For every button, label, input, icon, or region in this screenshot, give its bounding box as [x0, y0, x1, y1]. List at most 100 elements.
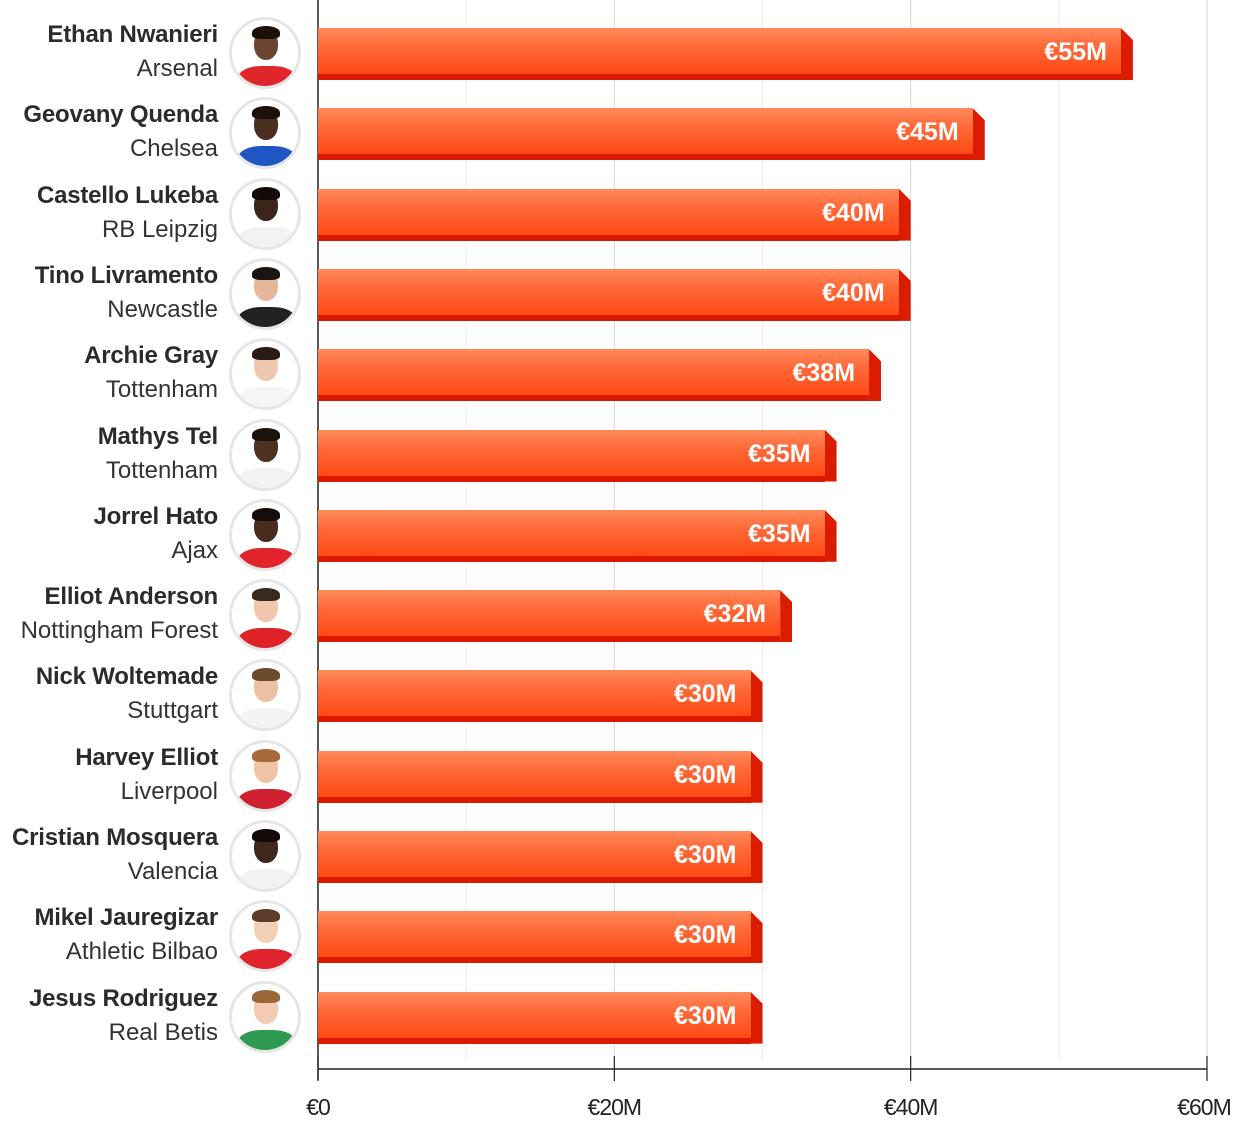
club-name: Tottenham	[105, 456, 218, 484]
avatar-hair	[252, 829, 280, 842]
bar-face	[318, 911, 751, 964]
avatar-hair	[252, 106, 280, 120]
avatar-hair	[252, 588, 280, 602]
avatar-hair	[252, 186, 280, 200]
x-tick-label: €60M	[1177, 1094, 1232, 1120]
avatar-shirt	[238, 547, 296, 568]
bar: €30M	[318, 831, 763, 883]
player-avatar	[229, 820, 301, 892]
bar: €35M	[318, 509, 837, 562]
bar-value-label: €45M	[896, 118, 959, 147]
bar: €45M	[318, 108, 985, 161]
bar-3d-side	[780, 590, 793, 643]
player-name: Elliot Anderson	[44, 583, 219, 611]
bar: €30M	[318, 670, 763, 723]
avatar-shirt	[238, 387, 296, 408]
player-name: Cristian Mosquera	[12, 824, 218, 851]
club-name: Chelsea	[129, 135, 218, 163]
avatar-shirt	[238, 628, 296, 649]
bar-value-label: €30M	[673, 1001, 737, 1030]
bar-value-label: €30M	[673, 680, 737, 709]
bar: €40M	[318, 188, 911, 241]
club-name: Ajax	[171, 536, 218, 564]
player-avatar	[229, 97, 301, 170]
avatar-shirt	[238, 66, 296, 86]
bar-face	[318, 349, 870, 402]
bar-value-label: €35M	[748, 519, 811, 548]
player-avatar	[229, 257, 301, 330]
bar-3d-side	[750, 911, 763, 964]
avatar-hair	[252, 989, 280, 1003]
bar-value-label: €30M	[673, 760, 737, 789]
avatar-shirt	[238, 708, 296, 729]
x-tick-label: €40M	[883, 1094, 939, 1120]
club-name: Athletic Bilbao	[65, 938, 218, 966]
player-name: Harvey Elliot	[75, 743, 218, 771]
bar-face	[318, 28, 1121, 80]
bar-face	[318, 991, 751, 1044]
bar-face	[318, 509, 825, 562]
bar-value-label: €40M	[822, 278, 885, 307]
player-avatar	[229, 418, 301, 491]
bar: €30M	[318, 991, 763, 1044]
player-avatar	[229, 17, 301, 89]
bar-face	[318, 429, 825, 482]
player-name: Mathys Tel	[97, 422, 218, 450]
club-name: Newcastle	[107, 295, 218, 323]
bar-3d-side	[750, 750, 763, 803]
bar-value-label: €30M	[673, 841, 737, 869]
player-avatar	[229, 338, 301, 411]
bar-3d-side	[824, 509, 837, 562]
avatar-hair	[252, 26, 280, 39]
player-avatar	[229, 659, 301, 732]
player-avatar	[229, 177, 301, 250]
player-avatar	[229, 579, 301, 652]
bar-value-label: €55M	[1044, 38, 1107, 66]
player-name: Ethan Nwanieri	[47, 21, 218, 48]
bar: €30M	[318, 750, 763, 803]
x-tick-label: €0	[306, 1094, 331, 1120]
player-avatar	[229, 739, 301, 812]
bar-face	[318, 670, 751, 723]
bar-value-label: €32M	[703, 600, 767, 629]
avatar-hair	[252, 909, 280, 923]
avatar-hair	[252, 347, 280, 361]
avatar-hair	[252, 266, 280, 280]
bar-3d-side	[750, 991, 763, 1044]
bar: €32M	[318, 590, 793, 643]
club-name: Arsenal	[136, 55, 218, 82]
avatar-shirt	[238, 306, 296, 327]
avatar-hair	[252, 668, 280, 682]
bar: €30M	[318, 911, 763, 964]
player-name: Geovany Quenda	[23, 101, 218, 129]
club-name: Nottingham Forest	[20, 617, 218, 645]
avatar-shirt	[238, 788, 296, 809]
bar: €35M	[318, 429, 837, 482]
avatar-shirt	[238, 226, 296, 247]
avatar-hair	[252, 748, 280, 762]
player-avatar	[229, 498, 301, 571]
avatar-shirt	[238, 949, 296, 970]
player-name: Nick Woltemade	[35, 663, 218, 691]
club-name: Real Betis	[108, 1018, 218, 1046]
club-name: RB Leipzig	[101, 215, 218, 243]
player-name: Archie Gray	[84, 342, 218, 370]
player-name: Tino Livramento	[34, 261, 218, 289]
avatar-hair	[252, 507, 280, 521]
bar-value-label: €40M	[822, 198, 885, 227]
bar-3d-side	[972, 108, 985, 161]
bar-3d-side	[898, 188, 911, 241]
bar-value-label: €38M	[792, 359, 856, 388]
bar-value-label: €35M	[748, 439, 811, 468]
player-avatar	[229, 900, 301, 973]
player-name: Castello Lukeba	[36, 181, 218, 209]
x-tick-label: €20M	[587, 1094, 643, 1120]
avatar-hair	[252, 427, 280, 441]
bar-face	[318, 750, 751, 803]
bar-3d-side	[898, 268, 911, 321]
bar: €40M	[318, 268, 911, 321]
player-avatar	[229, 980, 301, 1053]
bar-face	[318, 590, 781, 643]
bar-3d-side	[750, 670, 763, 723]
